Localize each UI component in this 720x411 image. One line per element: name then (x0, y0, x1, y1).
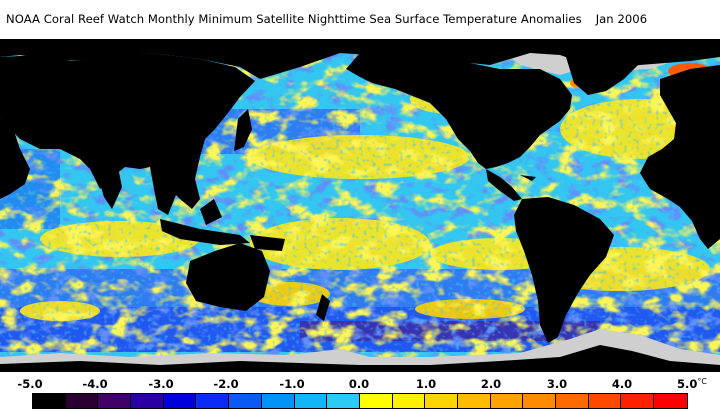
tick-label: -2.0 (213, 377, 239, 391)
colorbar-swatch (229, 394, 262, 408)
land-asia (0, 53, 255, 209)
colorbar-swatch (131, 394, 164, 408)
title-date: Jan 2006 (595, 12, 648, 26)
colorbar-swatch (523, 394, 556, 408)
colorbar-swatch (556, 394, 589, 408)
tick-label: -1.0 (279, 377, 305, 391)
colorbar-swatch (196, 394, 230, 408)
title-text: NOAA Coral Reef Watch Monthly Minimum Sa… (6, 12, 582, 26)
unit-label: °C (697, 377, 707, 386)
land-africa (640, 65, 720, 249)
colorbar-swatch (621, 394, 655, 408)
tick-label: 2.0 (480, 377, 502, 391)
land (0, 39, 720, 372)
colorbar-swatch (490, 394, 524, 408)
land-arctic (0, 39, 720, 79)
colorbar-swatch (392, 394, 426, 408)
tick-max-value: 5.0 (677, 377, 698, 391)
colorbar-swatch (65, 394, 99, 408)
colorbar-swatch (654, 394, 687, 408)
colorbar-swatch (33, 394, 66, 408)
sst-anomaly-map (0, 39, 720, 372)
land-south-america (514, 197, 614, 343)
tick-label: 1.0 (415, 377, 437, 391)
colorbar (32, 393, 688, 409)
land-north-america (346, 53, 572, 169)
colorbar-swatch (294, 394, 328, 408)
colorbar-swatch (98, 394, 132, 408)
colorbar-swatch (457, 394, 491, 408)
land-antarctica (0, 345, 720, 372)
tick-label-max: 5.0°C (677, 377, 707, 391)
colorbar-swatch (261, 394, 295, 408)
tick-label: 0.0 (348, 377, 370, 391)
colorbar-swatch (163, 394, 197, 408)
tick-label: -5.0 (17, 377, 43, 391)
land-australia (186, 243, 270, 311)
map-title: NOAA Coral Reef Watch Monthly Minimum Sa… (6, 12, 647, 26)
tick-label: 4.0 (611, 377, 633, 391)
colorbar-swatch (425, 394, 458, 408)
tick-label: -3.0 (148, 377, 174, 391)
tick-label: -4.0 (82, 377, 108, 391)
colorbar-swatch (327, 394, 360, 408)
land-greenland (566, 53, 640, 95)
colorbar-swatch (588, 394, 622, 408)
land-africa-west (0, 119, 30, 199)
colorbar-ticks: -5.0 -4.0 -3.0 -2.0 -1.0 0.0 1.0 2.0 3.0… (0, 377, 720, 393)
colorbar-swatch (359, 394, 393, 408)
tick-label: 3.0 (546, 377, 568, 391)
